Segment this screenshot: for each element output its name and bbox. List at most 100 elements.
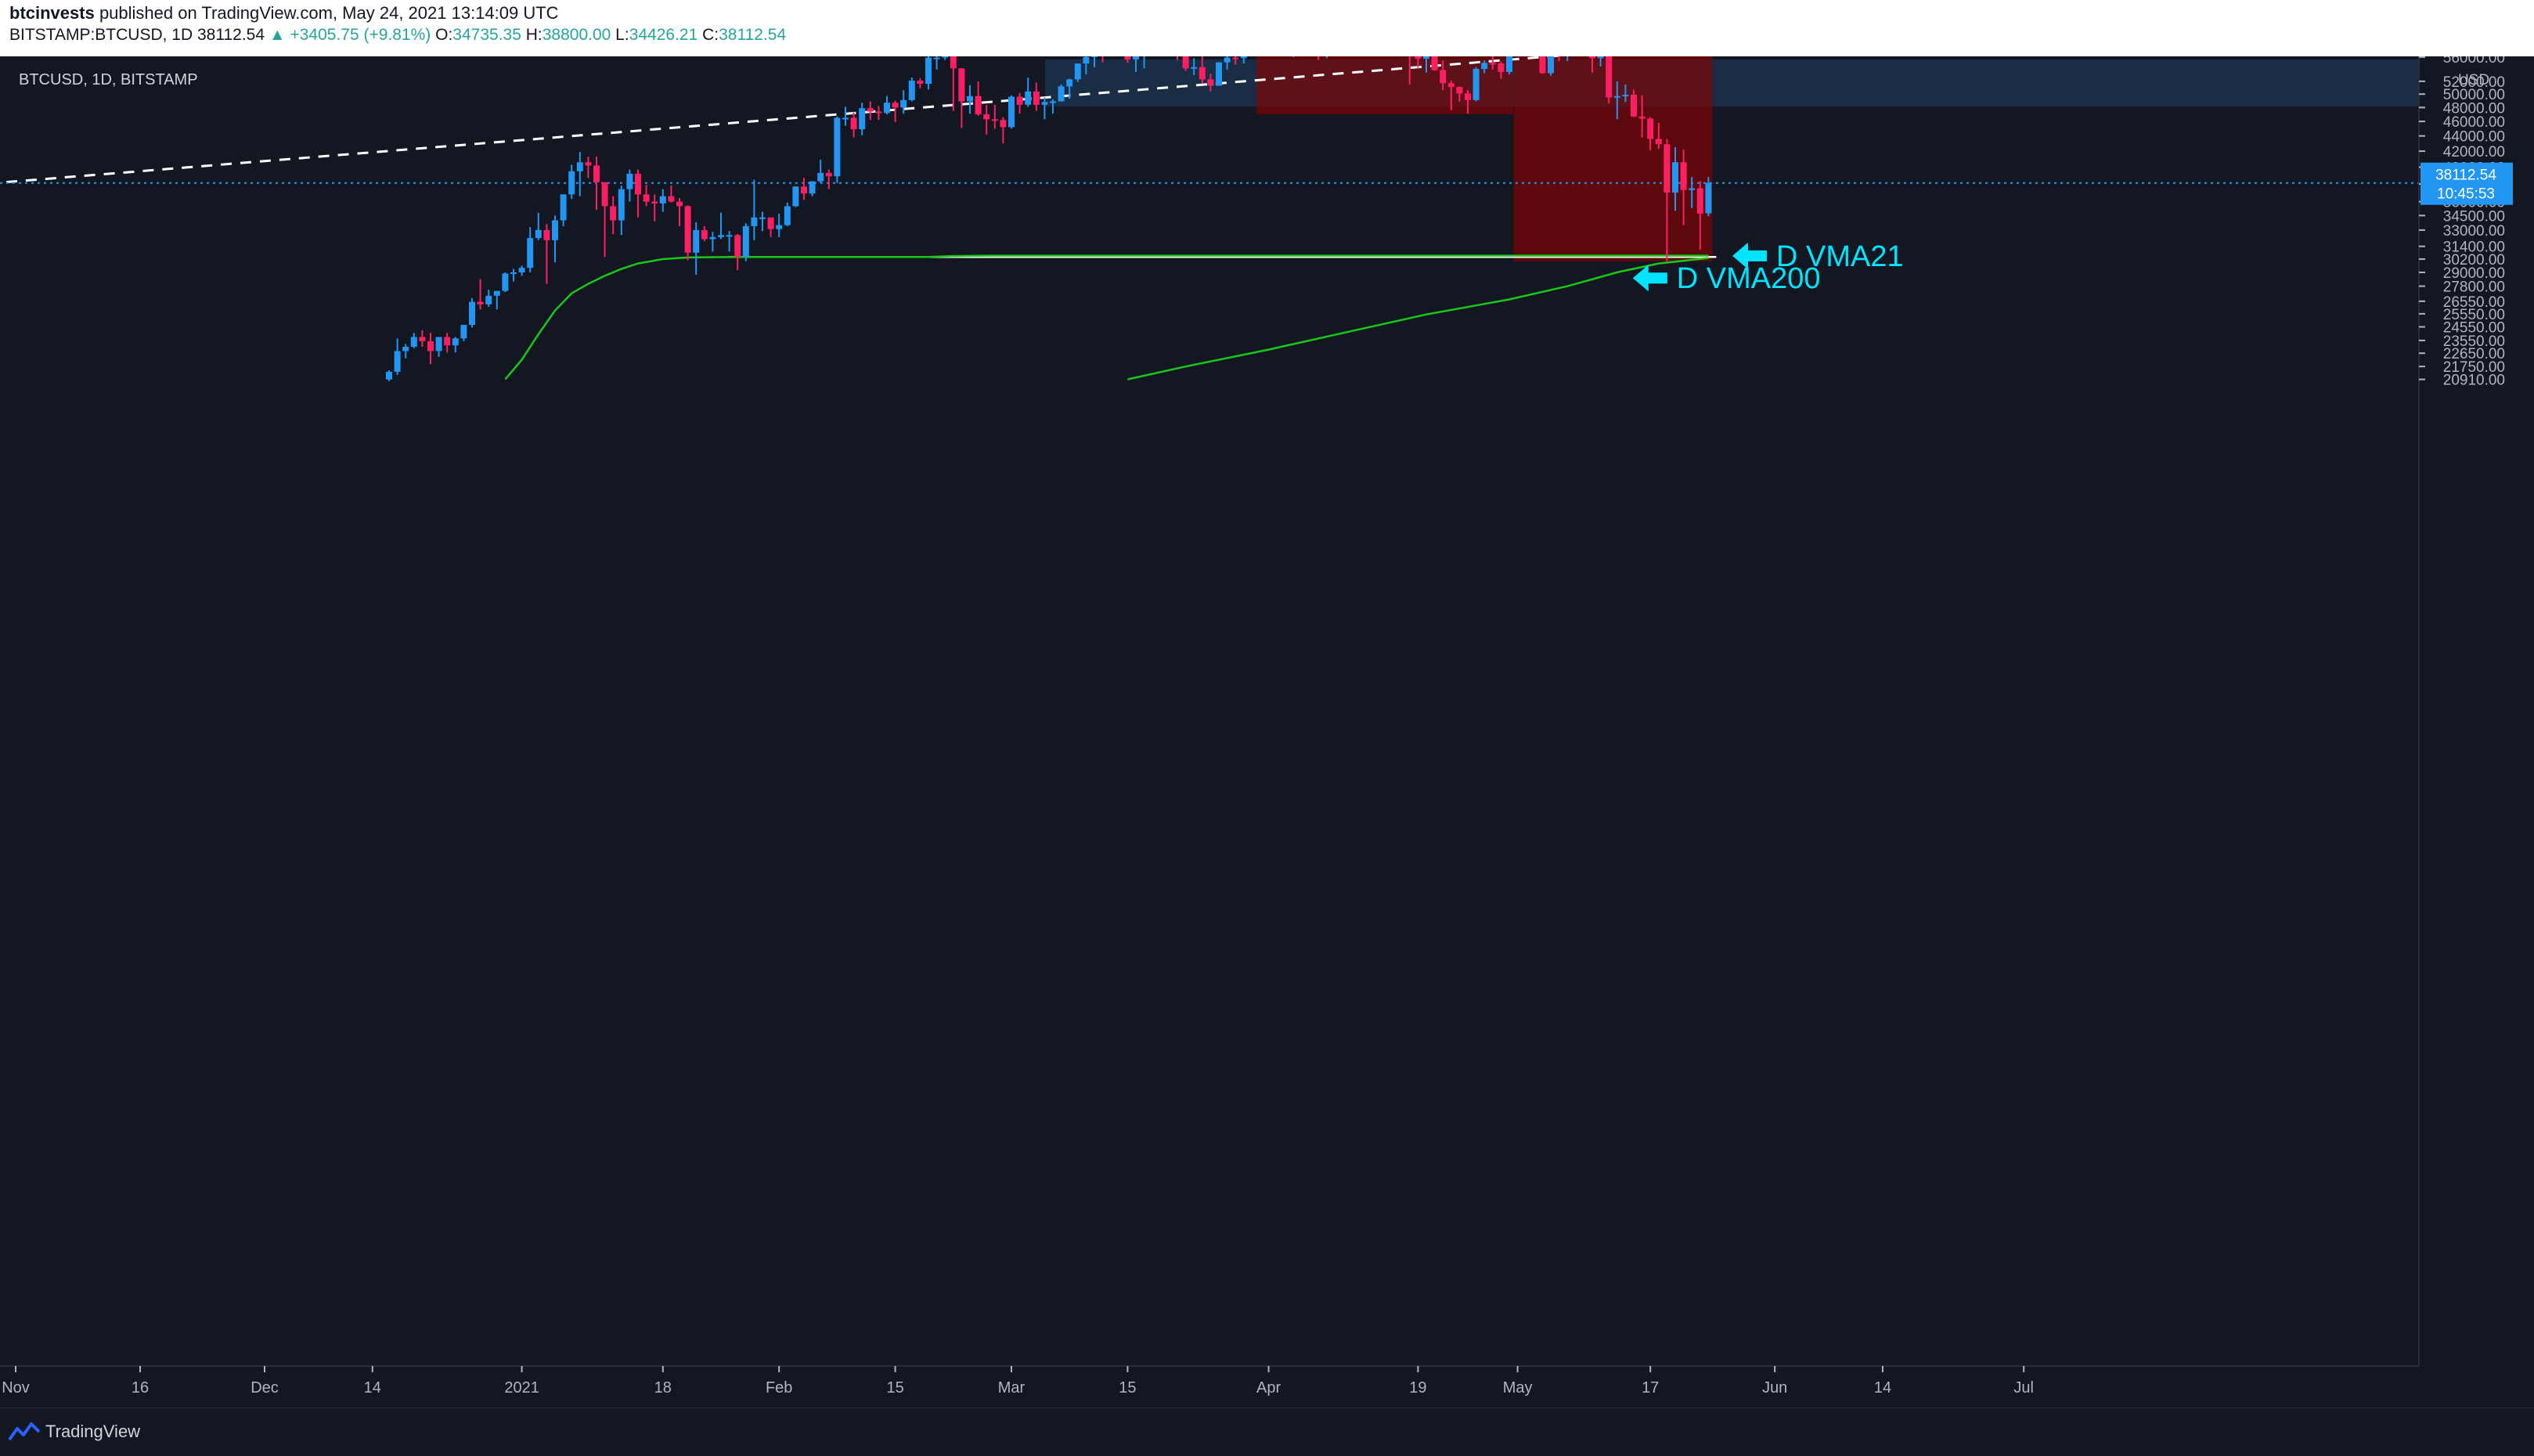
y-tick-label: 23550.00: [2443, 333, 2505, 350]
candle-body: [825, 172, 832, 177]
y-tick-label: 56000.00: [2443, 56, 2505, 67]
candle-body: [1232, 57, 1239, 59]
candle-body: [1240, 56, 1247, 59]
candle-body: [933, 57, 940, 59]
candle-body: [469, 301, 475, 326]
y-tick-label: 21750.00: [2443, 359, 2505, 376]
x-tick-label: Jul: [2013, 1379, 2034, 1397]
series-legend: BTCUSD, 1D, BITSTAMP: [19, 71, 198, 88]
x-tick-label: Apr: [1256, 1379, 1281, 1397]
low-label: L:: [615, 26, 629, 44]
candle-body: [801, 186, 807, 194]
candle-body: [452, 338, 459, 346]
x-tick-label: 14: [364, 1379, 381, 1397]
candle-body: [435, 337, 442, 351]
candle-body: [1066, 79, 1073, 87]
candle-body: [560, 194, 567, 221]
candle-body: [767, 217, 774, 229]
candle-body: [1506, 56, 1512, 72]
candle-body: [1431, 56, 1438, 70]
candle-body: [751, 217, 758, 226]
candle-body: [942, 56, 949, 58]
candle-body: [402, 347, 409, 351]
candle-body: [1456, 87, 1463, 94]
x-tick-label: Nov: [2, 1379, 30, 1397]
candle-body: [1415, 56, 1422, 59]
vma-line-2: [1127, 257, 1709, 380]
open-label: O:: [435, 26, 453, 44]
high-label: H:: [525, 26, 542, 44]
candle-body: [1647, 118, 1654, 139]
x-tick-label: 15: [886, 1379, 903, 1397]
candle-body: [834, 117, 841, 177]
x-tick-label: 17: [1642, 1379, 1659, 1397]
candle-body: [892, 103, 899, 108]
y-tick-label: 42000.00: [2443, 144, 2505, 160]
candle-body: [1498, 63, 1505, 72]
zone-rect-1: [1256, 56, 1513, 115]
candle-body: [1207, 79, 1214, 86]
y-tick-label: 25550.00: [2443, 307, 2505, 323]
high-value: 38800.00: [542, 26, 611, 44]
candle-body: [701, 229, 708, 240]
symbol-line: BITSTAMP:BTCUSD, 1D: [9, 26, 193, 44]
candle-body: [1672, 162, 1678, 193]
candle-body: [1664, 144, 1671, 193]
annotation-label-1: D VMA21: [1776, 240, 1904, 273]
y-tick-label: 34500.00: [2443, 208, 2505, 225]
candle-body: [1465, 93, 1471, 100]
annotation-arrow-icon: [1732, 242, 1767, 269]
candle-body: [1050, 101, 1056, 103]
candle-body: [1472, 69, 1480, 100]
candle-body: [427, 341, 434, 351]
x-tick-label: Dec: [251, 1379, 279, 1397]
y-tick-label: 30200.00: [2443, 252, 2505, 268]
last-price: 38112.54: [196, 26, 265, 44]
y-tick-label: 46000.00: [2443, 114, 2505, 131]
x-axis-panel[interactable]: [0, 1366, 2534, 1407]
candle-body: [668, 196, 675, 202]
y-axis-unit: USD: [2458, 72, 2489, 88]
published-text: published on TradingView.com, May 24, 20…: [94, 3, 559, 23]
candle-body: [1016, 96, 1023, 105]
candle-body: [626, 173, 633, 189]
candle-body: [568, 171, 575, 195]
candle-body: [502, 273, 509, 291]
candle-body: [975, 96, 982, 115]
candle-body: [950, 56, 957, 69]
candle-body: [1074, 63, 1081, 80]
y-tick-label: 22650.00: [2443, 346, 2505, 362]
candle-body: [1091, 56, 1098, 57]
candle-body: [635, 173, 641, 195]
candle-body: [983, 114, 990, 120]
candle-body: [759, 217, 766, 219]
candle-body: [527, 238, 534, 268]
y-axis-panel[interactable]: [2419, 56, 2534, 1407]
y-tick-label: 48000.00: [2443, 100, 2505, 117]
author-name[interactable]: btcinvests: [9, 3, 95, 23]
candle-body: [1597, 56, 1604, 59]
candle-body: [610, 206, 617, 221]
candle-body: [1705, 182, 1712, 214]
candle-body: [967, 96, 973, 102]
candle-body: [477, 301, 484, 305]
y-tick-label: 27800.00: [2443, 279, 2505, 296]
tradingview-label: TradingView: [45, 1422, 141, 1441]
candle-body: [1481, 63, 1488, 70]
candle-body: [1008, 96, 1015, 128]
candle-body: [1058, 86, 1065, 102]
candle-body: [726, 235, 733, 237]
candle-body: [651, 201, 658, 204]
candle-body: [1696, 188, 1703, 214]
candle-body: [958, 68, 965, 102]
y-tick-label: 33000.00: [2443, 223, 2505, 240]
candle-body: [510, 272, 517, 274]
y-tick-label: 29000.00: [2443, 265, 2505, 282]
candle-body: [1548, 56, 1554, 74]
x-tick-label: 14: [1874, 1379, 1891, 1397]
candle-body: [1083, 56, 1090, 64]
candle-body: [601, 182, 608, 207]
candle-body: [518, 268, 525, 272]
